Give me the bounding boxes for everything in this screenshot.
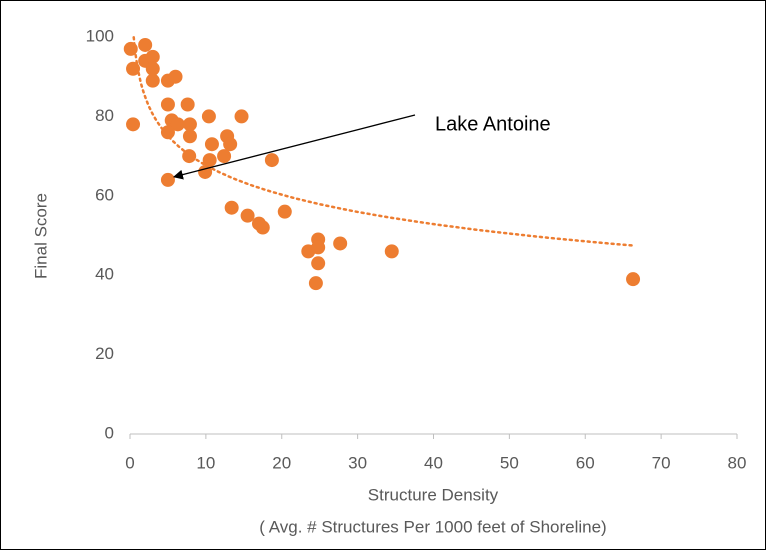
point xyxy=(311,240,326,255)
point xyxy=(145,49,160,64)
point xyxy=(160,97,175,112)
point xyxy=(182,149,197,164)
annotation-arrow xyxy=(172,114,416,180)
point xyxy=(201,109,216,124)
point xyxy=(224,200,239,215)
point xyxy=(145,61,160,76)
point xyxy=(234,109,249,124)
y-tick-label: 100 xyxy=(86,26,114,45)
x-axis-title: Structure Density xyxy=(368,485,499,504)
point xyxy=(204,137,219,152)
x-tick-label: 30 xyxy=(348,453,367,472)
point xyxy=(182,129,197,144)
point xyxy=(126,117,141,132)
point xyxy=(308,276,323,291)
point xyxy=(180,97,195,112)
y-tick-label: 40 xyxy=(95,265,114,284)
y-axis-title: Final Score xyxy=(31,193,50,279)
point xyxy=(160,125,175,140)
point xyxy=(170,117,185,132)
y-tick-label: 60 xyxy=(95,185,114,204)
point xyxy=(240,208,255,223)
point xyxy=(138,37,153,52)
point xyxy=(333,236,348,251)
point xyxy=(223,137,238,152)
point xyxy=(311,256,326,271)
x-tick-label: 20 xyxy=(272,453,291,472)
point xyxy=(255,220,270,235)
y-tick-label: 80 xyxy=(95,106,114,125)
y-tick-label: 0 xyxy=(105,423,114,442)
x-axis-subtitle: ( Avg. # Structures Per 1000 feet of Sho… xyxy=(259,517,606,536)
x-tick-label: 10 xyxy=(196,453,215,472)
point xyxy=(626,272,641,287)
x-tick-label: 80 xyxy=(728,453,747,472)
point xyxy=(384,244,399,259)
point xyxy=(182,117,197,132)
point xyxy=(217,149,232,164)
point xyxy=(123,41,138,56)
x-tick-label: 0 xyxy=(125,453,134,472)
annotation-text: Lake Antoine xyxy=(435,113,551,135)
point xyxy=(160,172,175,187)
x-tick-label: 70 xyxy=(652,453,671,472)
x-tick-label: 60 xyxy=(576,453,595,472)
x-tick-label: 50 xyxy=(500,453,519,472)
point xyxy=(202,153,217,168)
point xyxy=(264,153,279,168)
point xyxy=(168,69,183,84)
y-tick-label: 20 xyxy=(95,344,114,363)
point xyxy=(145,73,160,88)
x-tick-label: 40 xyxy=(424,453,443,472)
point xyxy=(126,61,141,76)
point xyxy=(277,204,292,219)
